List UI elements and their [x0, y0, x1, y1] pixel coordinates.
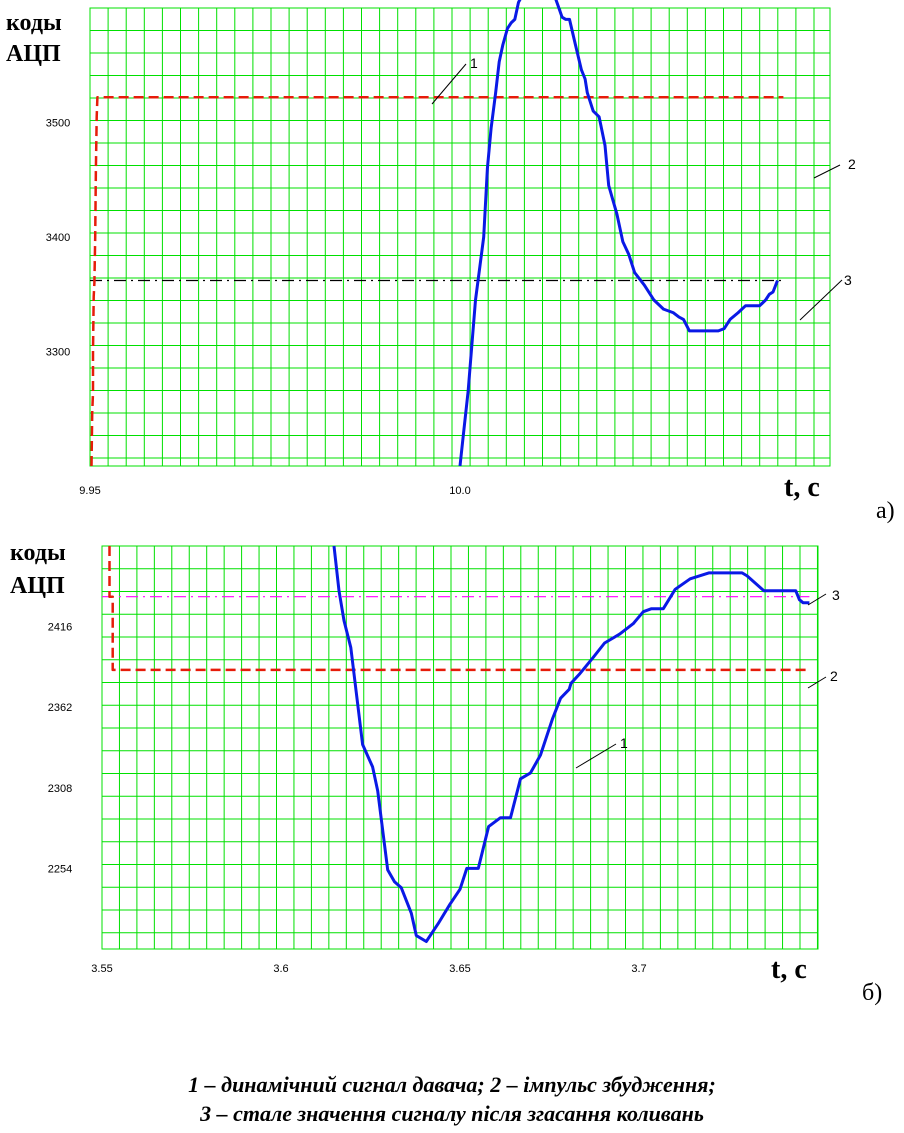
- callout-leader-2: [807, 676, 827, 689]
- callout-label-2: 2: [830, 668, 838, 684]
- caption-line2: 3 – стале значення сигналу після згасанн…: [199, 1101, 704, 1126]
- callout-leader-3: [799, 279, 843, 321]
- panel-a-xlabel: t, c: [784, 472, 820, 503]
- callout-label-3: 3: [844, 272, 852, 288]
- panel-b-x-ticks: 3.55 3.6 3.65 3.7: [91, 963, 646, 975]
- series-line-1: [458, 0, 779, 467]
- series-line-2: [108, 546, 810, 672]
- panel-b-plot-area: [101, 545, 819, 950]
- callout-label-1: 1: [620, 735, 628, 751]
- panel-a-y-ticks: 3300 3400 3500: [46, 118, 70, 359]
- x-tick-label: 3.65: [449, 963, 470, 975]
- panel-a-series: [90, 0, 784, 467]
- callout-label-3: 3: [832, 587, 840, 603]
- panel-b-ylabel-line1: коды: [10, 540, 66, 566]
- caption-line1: 1 – динамічний сигнал давача; 2 – імпуль…: [188, 1072, 716, 1097]
- y-tick-label: 3500: [46, 118, 70, 130]
- x-tick-label: 10.0: [449, 485, 470, 497]
- callout-leader-2: [813, 164, 841, 179]
- series-line-1: [332, 545, 810, 943]
- panel-b-y-ticks: 2416 2362 2308 2254: [48, 622, 72, 876]
- panel-b-ylabel-line2: АЦП: [10, 573, 65, 599]
- panel-b-label: б): [862, 980, 882, 1006]
- x-tick-label: 9.95: [79, 485, 100, 497]
- panel-a-plot-area: [89, 7, 831, 467]
- callout-leader-1: [431, 63, 467, 105]
- panel-a-x-ticks: 9.95 10.0: [79, 485, 470, 497]
- panel-a-callouts: 1 2 3: [431, 55, 856, 321]
- panel-b-series: [102, 545, 810, 943]
- y-tick-label: 3400: [46, 232, 70, 244]
- x-tick-label: 3.55: [91, 963, 112, 975]
- panel-a-label: а): [876, 498, 895, 524]
- panel-a-ylabel-line2: АЦП: [6, 41, 61, 67]
- x-tick-label: 3.7: [631, 963, 646, 975]
- panel-b-grid: [101, 545, 818, 949]
- y-tick-label: 2416: [48, 622, 72, 634]
- panel-a-grid: [89, 7, 830, 466]
- x-tick-label: 3.6: [273, 963, 288, 975]
- callout-leader-1: [575, 743, 617, 769]
- y-tick-label: 3300: [46, 347, 70, 359]
- y-tick-label: 2308: [48, 783, 72, 795]
- panel-b-xlabel: t, c: [771, 954, 807, 985]
- panel-a-ylabel-line1: коды: [6, 10, 62, 36]
- y-tick-label: 2254: [48, 863, 72, 875]
- series-line-2: [90, 96, 784, 467]
- callout-leader-3: [807, 593, 827, 606]
- panel-b-chart: 2416 2362 2308 2254 3.55 3.6 3.65 3.7 1 2 3 коды…: [10, 540, 882, 1006]
- panel-b-callouts: 1 2 3: [575, 587, 840, 769]
- callout-label-1: 1: [470, 55, 478, 71]
- callout-label-2: 2: [848, 156, 856, 172]
- y-tick-label: 2362: [48, 702, 72, 714]
